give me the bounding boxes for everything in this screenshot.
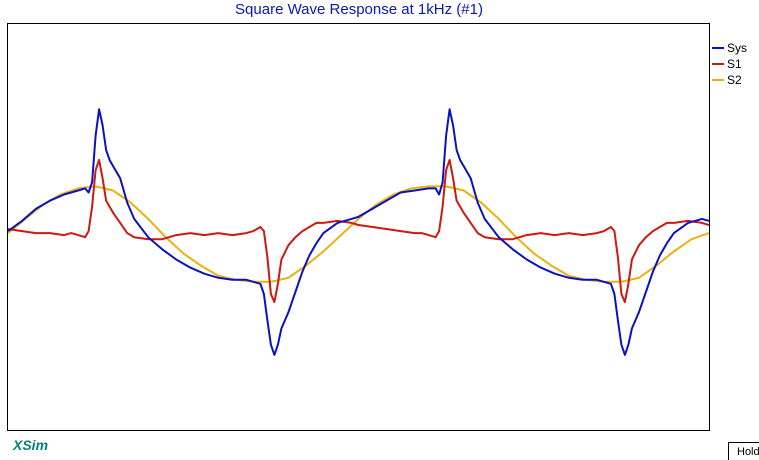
plot-area: [8, 108, 709, 356]
legend-label: S2: [727, 73, 742, 87]
hold-button[interactable]: Hold: [728, 442, 759, 460]
series-line-s1: [8, 159, 709, 304]
legend: Sys S1 S2: [712, 40, 747, 88]
legend-item-sys: Sys: [712, 40, 747, 56]
series-line-sys: [8, 108, 709, 356]
legend-item-s2: S2: [712, 72, 747, 88]
legend-swatch: [712, 63, 724, 65]
series-line-s2: [8, 185, 709, 283]
legend-label: S1: [727, 57, 742, 71]
legend-swatch: [712, 47, 724, 49]
chart-title: Square Wave Response at 1kHz (#1): [235, 1, 483, 18]
app-brand: XSim: [13, 437, 49, 453]
legend-swatch: [712, 79, 724, 81]
legend-label: Sys: [727, 41, 748, 55]
legend-item-s1: S1: [712, 56, 747, 72]
